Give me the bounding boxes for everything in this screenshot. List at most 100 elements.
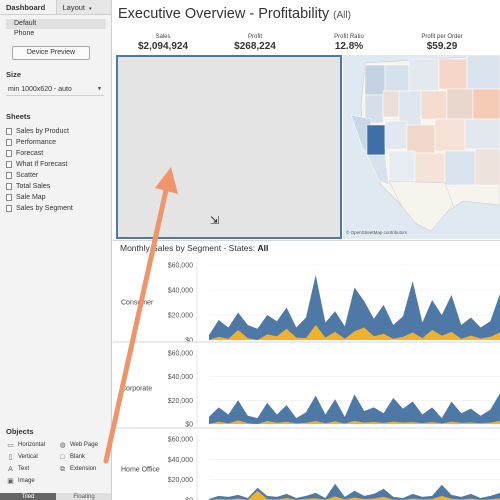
highlight-area[interactable] <box>209 325 500 340</box>
state-shape[interactable] <box>388 150 416 182</box>
vertical-icon: ▯ <box>8 454 13 461</box>
state-shape-highlight[interactable] <box>366 124 386 156</box>
state-shape[interactable] <box>406 124 436 154</box>
state-shape[interactable] <box>382 90 400 118</box>
state-shape[interactable] <box>414 152 446 184</box>
kpi-value: $2,094,924 <box>137 41 189 52</box>
state-shape[interactable] <box>384 64 410 92</box>
image-icon: ▣ <box>7 478 14 485</box>
chart-title: Monthly Sales by Segment - States: All <box>120 243 268 253</box>
object-label: Vertical <box>18 454 38 460</box>
horizontal-icon: ▭ <box>7 442 14 449</box>
object-label: Horizontal <box>18 442 46 448</box>
kpi-label: Sales <box>155 34 171 40</box>
y-tick-label: $0 <box>185 498 193 500</box>
object-label: Blank <box>70 454 86 460</box>
object-label: Extension <box>70 466 97 472</box>
object-label: Text <box>18 466 30 472</box>
tab-dashboard[interactable]: Dashboard <box>0 0 56 14</box>
object-horizontal[interactable]: ▭ Horizontal <box>6 440 58 451</box>
y-tick-label: $20,000 <box>168 313 193 320</box>
highlight-area[interactable] <box>209 420 500 424</box>
y-tick-label: $20,000 <box>168 398 193 405</box>
state-shape[interactable] <box>420 90 448 120</box>
object-blank[interactable]: □ Blank <box>58 452 110 463</box>
state-shape[interactable] <box>466 55 500 90</box>
map-svg <box>343 55 500 239</box>
y-tick-label: $40,000 <box>168 457 193 464</box>
device-item-phone[interactable]: Phone <box>14 30 35 37</box>
sheets-section-title: Sheets <box>6 112 31 121</box>
object-label: Image <box>18 478 35 484</box>
device-preview-button[interactable]: Device Preview <box>12 46 90 60</box>
tab-layout[interactable]: Layout ▾ <box>55 0 111 14</box>
highlight-area[interactable] <box>209 490 500 500</box>
sheet-label: Performance <box>16 139 57 146</box>
dashboard-title: Executive Overview - Profitability (All) <box>118 6 351 22</box>
extension-icon: ⧉ <box>60 466 65 473</box>
sheet-item[interactable]: What If Forecast <box>6 159 106 170</box>
sheet-label: Scatter <box>16 172 39 179</box>
sheet-icon <box>6 150 12 157</box>
y-tick-label: $20,000 <box>168 477 193 484</box>
y-tick-label: $60,000 <box>168 351 193 358</box>
kpi-sales: Sales $2,094,924 <box>118 33 208 53</box>
tiled-button[interactable]: Tiled <box>0 493 56 500</box>
state-shape[interactable] <box>384 120 408 150</box>
kpi-label: Profit <box>247 34 262 40</box>
sheet-label: Sale Map <box>16 194 46 201</box>
state-shape[interactable] <box>438 58 468 90</box>
sheet-icon <box>6 161 12 168</box>
sales-area[interactable] <box>209 393 500 424</box>
kpi-value: $59.29 <box>426 41 458 52</box>
chevron-down-icon: ▾ <box>89 6 92 12</box>
sheet-item[interactable]: Total Sales <box>6 181 106 192</box>
device-item-default[interactable]: Default <box>6 19 106 29</box>
sheet-item[interactable]: Scatter <box>6 170 106 181</box>
sheet-item[interactable]: Performance <box>6 137 106 148</box>
blank-icon: □ <box>60 454 65 461</box>
state-shape[interactable] <box>474 148 500 186</box>
object-image[interactable]: ▣ Image <box>6 476 58 487</box>
state-shape[interactable] <box>464 118 500 150</box>
y-tick-label: $60,000 <box>168 263 193 270</box>
state-shape[interactable] <box>472 88 500 120</box>
y-tick-label: $60,000 <box>168 437 193 444</box>
object-extension[interactable]: ⧉ Extension <box>58 464 110 475</box>
state-shape[interactable] <box>398 90 422 126</box>
object-vertical[interactable]: ▯ Vertical <box>6 452 58 463</box>
floating-button[interactable]: Floating <box>56 493 111 500</box>
sheet-item[interactable]: Sales by Product <box>6 126 106 137</box>
sheet-item[interactable]: Forecast <box>6 148 106 159</box>
sheet-item[interactable]: Sale Map <box>6 192 106 203</box>
chart-title-prefix: Monthly Sales by Segment - States: <box>120 243 256 253</box>
size-dropdown[interactable]: min 1000x620 - auto ▼ <box>6 83 104 96</box>
state-shape[interactable] <box>434 118 466 152</box>
segment-label: Corporate <box>121 386 152 393</box>
state-shape[interactable] <box>444 150 476 186</box>
size-section-title: Size <box>6 70 22 79</box>
empty-drop-zone[interactable]: ⇲ <box>116 55 342 239</box>
sheet-icon <box>6 139 12 146</box>
profit-map[interactable]: © OpenStreetMap contributors <box>343 55 500 239</box>
sheet-icon <box>6 172 12 179</box>
tab-layout-label: Layout <box>62 3 86 12</box>
sales-area[interactable] <box>209 483 500 500</box>
globe-icon: ◍ <box>59 442 66 449</box>
section-divider <box>113 240 500 241</box>
object-web-page[interactable]: ◍ Web Page <box>58 440 110 451</box>
text-icon: A <box>8 466 13 473</box>
state-shape[interactable] <box>366 154 390 186</box>
kpi-profit: Profit $268,224 <box>210 33 300 53</box>
sheet-item[interactable]: Sales by Segment <box>6 203 106 214</box>
object-text[interactable]: A Text <box>6 464 58 475</box>
segment-area-chart[interactable]: $60,000 $40,000 $20,000 $0 Consumer $60,000 $4… <box>113 256 500 500</box>
state-shape[interactable] <box>408 58 440 92</box>
objects-grid: ▭ Horizontal ◍ Web Page ▯ Vertical □ Blank A… <box>6 440 110 487</box>
state-shape[interactable] <box>446 88 474 120</box>
state-shape[interactable] <box>364 64 386 96</box>
sheet-icon <box>6 128 12 135</box>
sales-area[interactable] <box>209 275 500 340</box>
dashboard-title-text: Executive Overview - Profitability <box>118 6 330 22</box>
map-credit: © OpenStreetMap contributors <box>346 230 408 235</box>
